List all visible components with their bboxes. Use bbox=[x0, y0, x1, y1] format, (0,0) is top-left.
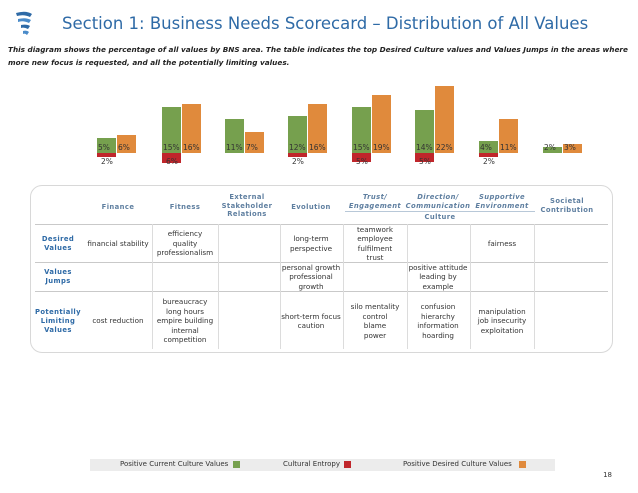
bar-entropy bbox=[97, 153, 116, 158]
column-header: Evolution bbox=[291, 203, 331, 211]
table-cell: personal growth professional growth bbox=[281, 262, 341, 291]
chart-legend: Positive Current Culture Values Cultural… bbox=[90, 459, 555, 471]
label-entropy: 2% bbox=[483, 157, 495, 166]
column-header: Societal Contribution bbox=[540, 197, 594, 214]
label-desired: 16% bbox=[183, 143, 200, 152]
row-divider bbox=[35, 291, 608, 292]
table-cell: positive attitude leading by example bbox=[408, 262, 468, 291]
bar-desired bbox=[372, 95, 391, 153]
table-cell: teamwork employee fulfilment trust bbox=[356, 224, 394, 263]
label-desired: 3% bbox=[564, 143, 576, 152]
label-current: 11% bbox=[226, 143, 243, 152]
table-cell: manipulation job insecurity exploitation bbox=[477, 306, 527, 335]
label-desired: 11% bbox=[500, 143, 517, 152]
bar-desired bbox=[117, 134, 136, 153]
column-divider bbox=[470, 224, 471, 349]
label-entropy: 5% bbox=[356, 157, 368, 166]
label-current: 15% bbox=[353, 143, 370, 152]
intro-text: This diagram shows the percentage of all… bbox=[8, 45, 628, 67]
label-entropy: 2% bbox=[292, 157, 304, 166]
label-desired: 7% bbox=[246, 143, 258, 152]
table-cell: cost reduction bbox=[92, 316, 144, 326]
legend-entropy-label: Cultural Entropy bbox=[283, 460, 340, 468]
bar-entropy bbox=[352, 153, 371, 162]
bar-current bbox=[543, 146, 562, 153]
bar-desired bbox=[182, 104, 201, 153]
legend-current-label: Positive Current Culture Values bbox=[120, 460, 229, 468]
table-cell: efficiency quality professionalism bbox=[156, 229, 214, 258]
column-header: Fitness bbox=[169, 203, 201, 211]
bar-desired bbox=[245, 131, 264, 153]
page-title: Section 1: Business Needs Scorecard – Di… bbox=[62, 14, 589, 33]
row-header: Potentially Limiting Values bbox=[34, 307, 81, 334]
label-entropy: 2% bbox=[101, 157, 113, 166]
bar-desired bbox=[435, 85, 454, 153]
table-cell: long-term perspective bbox=[289, 234, 333, 253]
logo-icon bbox=[12, 10, 36, 38]
row-header: Desired Values bbox=[41, 234, 75, 252]
values-table bbox=[30, 185, 613, 353]
bar-entropy bbox=[162, 153, 181, 164]
bar-current bbox=[288, 116, 307, 153]
label-desired: 19% bbox=[373, 143, 390, 152]
bar-desired bbox=[563, 143, 582, 153]
table-cell: bureaucracy long hours empire building i… bbox=[156, 297, 214, 345]
legend-entropy-swatch bbox=[344, 461, 351, 468]
label-entropy: 6% bbox=[166, 157, 178, 166]
column-divider bbox=[534, 224, 535, 349]
label-current: 15% bbox=[163, 143, 180, 152]
bar-current bbox=[97, 137, 116, 153]
bar-desired bbox=[308, 104, 327, 153]
table-cell: silo mentality control blame power bbox=[350, 302, 400, 340]
bar-current bbox=[225, 119, 244, 153]
bar-entropy bbox=[288, 153, 307, 158]
column-divider bbox=[218, 224, 219, 349]
legend-current-swatch bbox=[233, 461, 240, 468]
label-desired: 16% bbox=[309, 143, 326, 152]
row-header: Values Jumps bbox=[44, 268, 72, 285]
label-desired: 6% bbox=[118, 143, 130, 152]
label-current: 5% bbox=[98, 143, 110, 152]
bar-current bbox=[479, 140, 498, 153]
label-entropy: 5% bbox=[419, 157, 431, 166]
column-divider bbox=[280, 224, 281, 349]
legend-desired-swatch bbox=[519, 461, 526, 468]
bar-current bbox=[415, 110, 434, 153]
bar-entropy bbox=[479, 153, 498, 158]
column-header: External Stakeholder Relations bbox=[221, 193, 273, 218]
culture-group-label: Culture bbox=[424, 213, 456, 221]
row-divider bbox=[35, 224, 608, 225]
page-number: 18 bbox=[603, 471, 612, 479]
table-cell: fairness bbox=[487, 238, 517, 248]
column-header: Trust/ Engagement bbox=[348, 193, 402, 210]
column-header: Supportive Environment bbox=[475, 193, 529, 210]
table-cell: confusion hierarchy information hoarding bbox=[417, 302, 459, 340]
label-current: 12% bbox=[289, 143, 306, 152]
bar-current bbox=[162, 107, 181, 153]
label-desired: 22% bbox=[436, 143, 453, 152]
column-divider bbox=[152, 224, 153, 349]
bar-entropy bbox=[415, 153, 434, 162]
column-divider bbox=[407, 224, 408, 349]
label-current: 4% bbox=[480, 143, 492, 152]
column-header: Direction/ Communication bbox=[405, 193, 471, 210]
bar-desired bbox=[499, 119, 518, 153]
bar-current bbox=[352, 107, 371, 153]
legend-desired-label: Positive Desired Culture Values bbox=[403, 460, 512, 468]
table-cell: financial stability bbox=[87, 238, 149, 248]
column-header: Finance bbox=[101, 203, 135, 211]
label-current: 14% bbox=[416, 143, 433, 152]
row-divider bbox=[35, 262, 608, 263]
table-cell: short-term focus caution bbox=[281, 311, 341, 331]
culture-group-line bbox=[345, 211, 535, 212]
column-divider bbox=[343, 224, 344, 349]
label-current: 2% bbox=[544, 143, 556, 152]
